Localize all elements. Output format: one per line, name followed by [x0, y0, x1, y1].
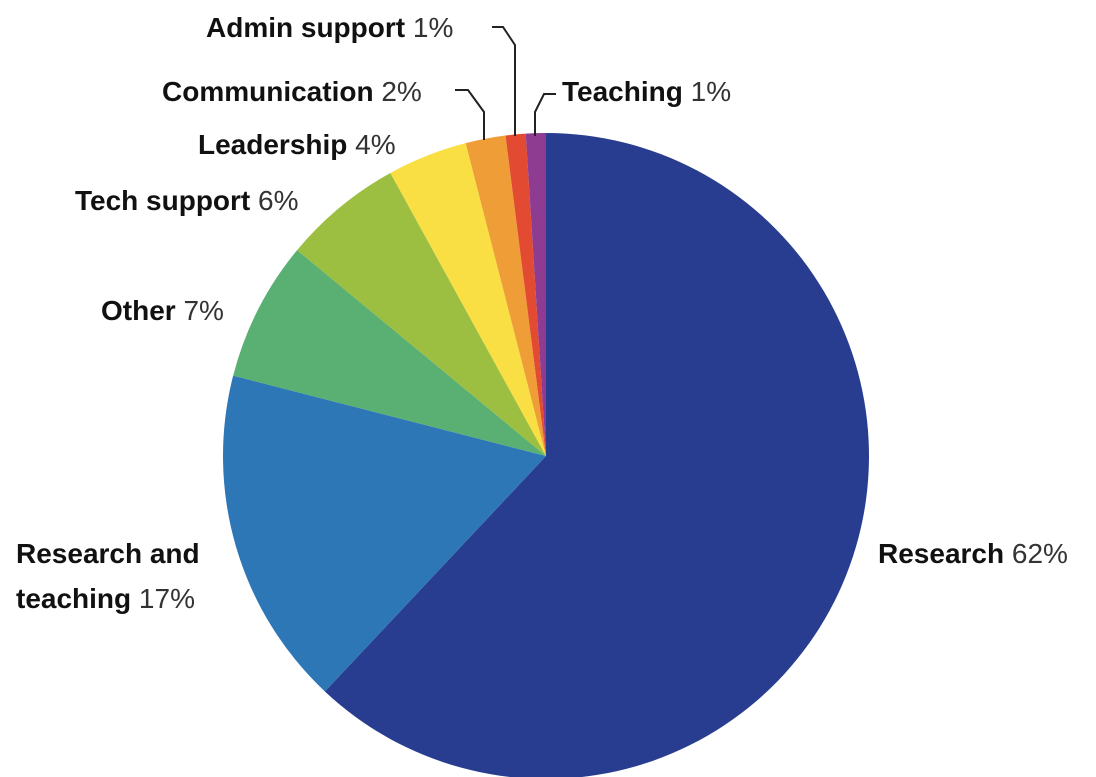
- label-value-leadership: 4%: [347, 129, 395, 160]
- pie-slice-leadership: [390, 143, 546, 456]
- label-name-research-and-teaching-2: teaching: [16, 583, 131, 614]
- leader-admin-support: [492, 26, 516, 136]
- label-name-other: Other: [101, 295, 176, 326]
- pie-slice-research: [324, 133, 869, 777]
- label-name-leadership: Leadership: [198, 129, 347, 160]
- label-name-communication: Communication: [162, 76, 374, 107]
- label-value-tech-support: 6%: [250, 185, 298, 216]
- label-other: Other 7%: [101, 295, 224, 326]
- label-value-research-and-teaching: 17%: [131, 583, 195, 614]
- label-value-other: 7%: [176, 295, 224, 326]
- label-value-admin-support: 1%: [405, 12, 453, 43]
- label-value-communication: 2%: [374, 76, 422, 107]
- pie-slice-research-and-teaching: [223, 375, 546, 692]
- label-research-and-teaching-line-1: Research and: [16, 538, 200, 569]
- pie-slice-teaching: [525, 133, 546, 456]
- label-name-research: Research: [878, 538, 1004, 569]
- label-research-and-teaching-line-2: teaching 17%: [16, 583, 195, 614]
- label-value-teaching: 1%: [683, 76, 731, 107]
- pie-slice-tech-support: [297, 172, 546, 456]
- pie-slice-admin-support: [505, 133, 546, 456]
- label-name-admin-support: Admin support: [206, 12, 405, 43]
- leader-teaching: [534, 93, 556, 136]
- label-leadership: Leadership 4%: [198, 129, 396, 160]
- leader-lines: [455, 26, 556, 140]
- slice-labels: Research 62% Research and teaching 17% Othe…: [16, 12, 1068, 614]
- label-name-tech-support: Tech support: [75, 185, 250, 216]
- label-tech-support: Tech support 6%: [75, 185, 299, 216]
- pie-slices: [223, 133, 869, 777]
- label-admin-support: Admin support 1%: [206, 12, 453, 43]
- label-research: Research 62%: [878, 538, 1068, 569]
- label-name-research-and-teaching-1: Research and: [16, 538, 200, 569]
- label-name-teaching: Teaching: [562, 76, 683, 107]
- label-communication: Communication 2%: [162, 76, 422, 107]
- label-value-research: 62%: [1004, 538, 1068, 569]
- pie-slice-communication: [465, 135, 546, 457]
- pie-slice-other: [233, 250, 546, 456]
- label-teaching: Teaching 1%: [562, 76, 731, 107]
- leader-communication: [455, 89, 485, 140]
